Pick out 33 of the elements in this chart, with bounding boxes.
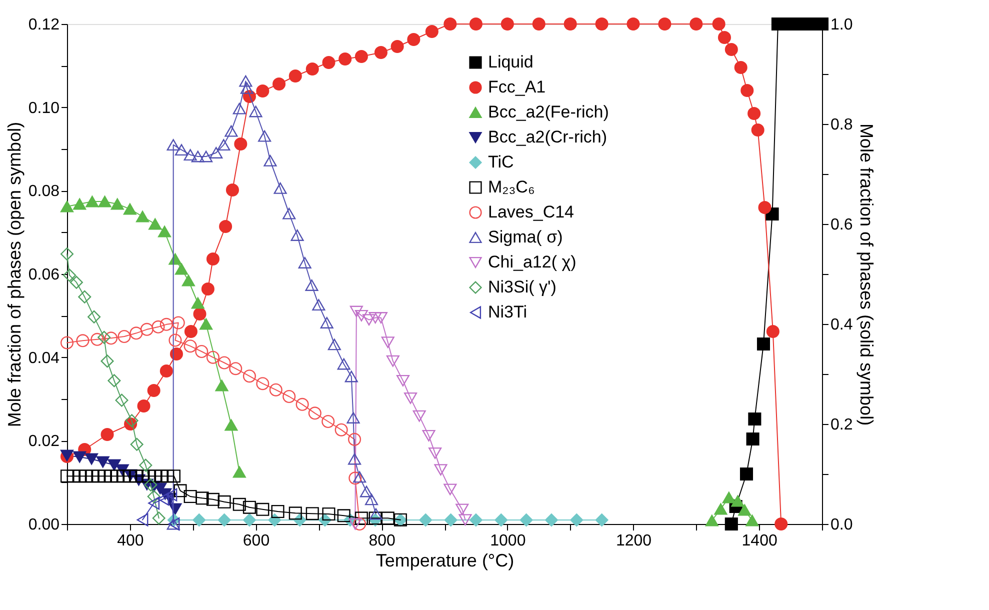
y-tick-label: 0.00 bbox=[28, 516, 60, 534]
legend-label: Bcc_a2(Cr-rich) bbox=[488, 128, 608, 146]
legend-label: TiC bbox=[488, 152, 514, 172]
legend-label: Liquid bbox=[488, 52, 534, 72]
y-tick-label: 0.06 bbox=[28, 266, 60, 284]
legend-label: M₂₃C₆ bbox=[488, 178, 535, 196]
y2-tick-label: 0.8 bbox=[830, 116, 853, 134]
x-tick-label: 600 bbox=[242, 532, 270, 550]
legend-label: Chi_a12( χ) bbox=[488, 252, 576, 272]
y2-tick-label: 1.0 bbox=[830, 16, 853, 34]
x-tick-label: 1400 bbox=[742, 532, 778, 550]
y-tick-label: 0.02 bbox=[28, 433, 60, 450]
y2-tick-label: 0.6 bbox=[830, 216, 853, 234]
x-tick-label: 1000 bbox=[490, 532, 526, 550]
legend-label: Fcc_A1 bbox=[488, 78, 546, 96]
legend-label: Bcc_a2(Fe-rich) bbox=[488, 102, 609, 122]
y2-tick-label: 0.4 bbox=[830, 316, 853, 334]
legend-label: Ni3Ti bbox=[488, 302, 528, 322]
x-axis-title: Temperature (°C) bbox=[376, 550, 514, 570]
y2-tick-label: 0.2 bbox=[830, 416, 853, 434]
x-tick-label: 400 bbox=[117, 532, 144, 550]
legend-label: Ni3Si( γ') bbox=[488, 278, 556, 296]
y-tick-label: 0.04 bbox=[28, 350, 60, 367]
legend-label: Sigma( σ) bbox=[488, 228, 563, 246]
y-tick-label: 0.08 bbox=[28, 183, 60, 200]
y2-tick-label: 0.0 bbox=[830, 516, 853, 534]
y-tick-label: 0.12 bbox=[28, 16, 60, 34]
y2-axis-title: Mole fraction of phases (solid symbol) bbox=[856, 123, 877, 426]
x-tick-label: 1200 bbox=[616, 532, 652, 550]
y-axis-title: Mole fraction of phases (open symbol) bbox=[4, 122, 24, 428]
legend-label: Laves_C14 bbox=[488, 202, 574, 222]
y-tick-label: 0.10 bbox=[28, 100, 60, 117]
x-tick-label: 800 bbox=[368, 532, 396, 550]
